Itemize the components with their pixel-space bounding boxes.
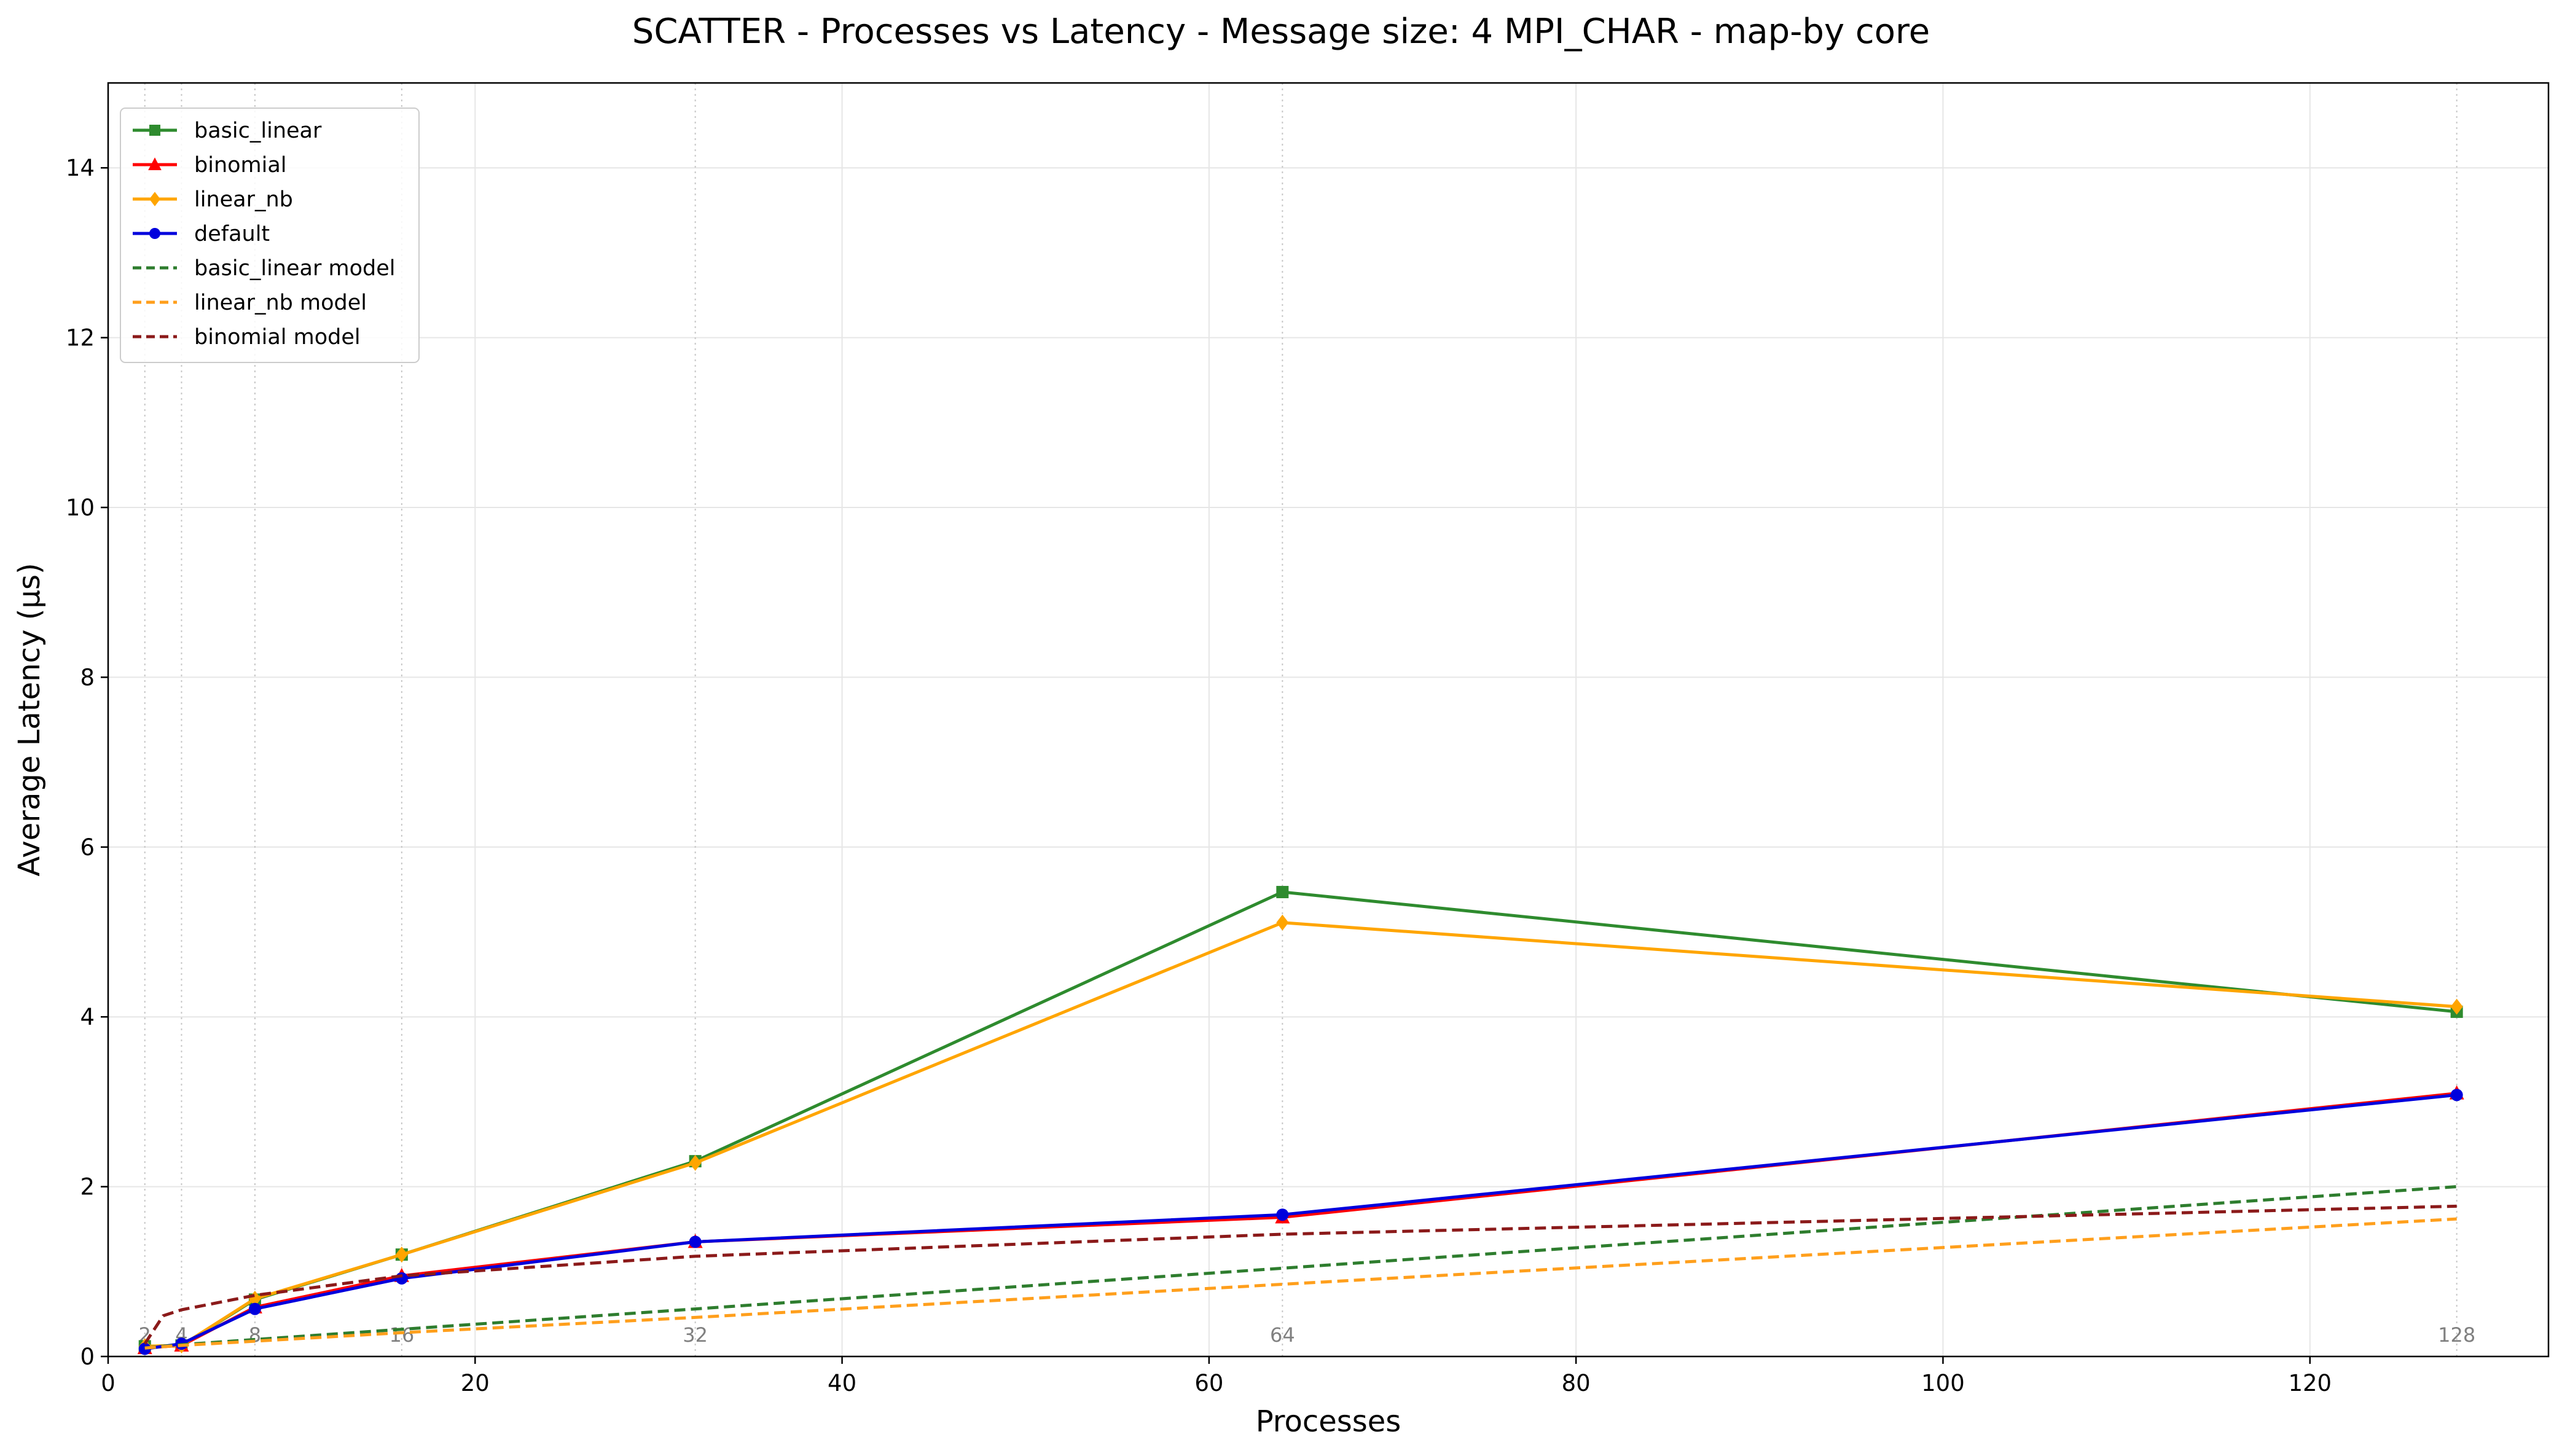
series-line-binomial-model (143, 1204, 2457, 1345)
y-tick-label: 10 (66, 495, 95, 521)
series-basic_linear (138, 886, 2463, 1353)
series-binomial (137, 1085, 2464, 1355)
process-count-label: 32 (683, 1323, 708, 1347)
series-line-default (144, 1093, 2457, 1351)
series-linear_nb-model (144, 1217, 2457, 1350)
series-line-linear_nb-model (144, 1217, 2457, 1350)
process-count-label: 8 (249, 1323, 261, 1347)
data-point-default (248, 1302, 261, 1315)
legend-item-basic_linear: basic_linear (133, 119, 322, 143)
data-point-default (395, 1272, 408, 1285)
series-binomial-model (143, 1204, 2457, 1345)
process-count-label: 64 (1270, 1323, 1295, 1347)
series-line-basic_linear (144, 890, 2457, 1348)
y-tick-label: 4 (80, 1004, 95, 1030)
series-layer (137, 886, 2464, 1355)
legend-label: linear_nb (194, 187, 293, 212)
data-point-basic_linear (1276, 886, 1289, 899)
x-tick-label: 0 (101, 1370, 116, 1396)
series-default (138, 1089, 2463, 1355)
legend-item-basic_linear-model: basic_linear model (133, 256, 395, 281)
legend-swatch-marker (149, 192, 160, 206)
x-tick-label: 100 (1921, 1370, 1965, 1396)
process-count-labels: 2 4 8 16 32 64 128 (139, 1323, 2476, 1347)
data-point-linear_nb (689, 1154, 702, 1171)
legend-swatch-marker (149, 125, 160, 136)
data-point-linear_nb (395, 1247, 408, 1263)
legend-swatch-marker (148, 157, 162, 170)
data-point-default (689, 1235, 702, 1248)
legend-item-default: default (133, 222, 270, 246)
chart-title: SCATTER - Processes vs Latency - Message… (632, 12, 1930, 52)
y-tick-label: 2 (80, 1174, 95, 1200)
x-tick-label: 40 (828, 1370, 856, 1396)
y-axis-label: Average Latency (µs) (12, 563, 47, 876)
data-point-default (138, 1342, 151, 1355)
y-axis-ticks: 0 2 4 6 8 10 12 14 (66, 155, 108, 1370)
x-axis-label: Processes (1256, 1404, 1401, 1439)
data-point-linear_nb (2450, 998, 2463, 1015)
legend-label: basic_linear model (194, 256, 395, 281)
process-count-label: 128 (2438, 1323, 2475, 1347)
y-tick-label: 8 (80, 664, 95, 691)
legend-label: linear_nb model (194, 291, 367, 315)
process-count-label: 16 (389, 1323, 414, 1347)
data-point-linear_nb (1276, 914, 1289, 931)
legend-item-binomial-model: binomial model (133, 325, 361, 350)
plot-area-frame (107, 82, 2550, 1358)
legend-item-linear_nb-model: linear_nb model (133, 291, 367, 315)
legend-label: binomial (194, 153, 287, 178)
y-tick-label: 14 (66, 155, 95, 181)
data-point-default (1276, 1208, 1289, 1221)
legend-label: binomial model (194, 325, 361, 350)
x-tick-label: 60 (1194, 1370, 1223, 1396)
series-linear_nb (138, 914, 2463, 1355)
legend-label: basic_linear (194, 119, 322, 143)
y-tick-label: 12 (66, 325, 95, 351)
legend-swatch-marker (149, 228, 160, 239)
legend-item-binomial: binomial (133, 153, 287, 178)
data-point-default (2450, 1089, 2463, 1102)
grid (108, 83, 2548, 1357)
x-axis-ticks: 0 20 40 60 80 100 120 (101, 1356, 2332, 1396)
y-tick-label: 0 (80, 1344, 95, 1370)
series-line-linear_nb (144, 921, 2457, 1348)
y-tick-label: 6 (80, 834, 95, 861)
legend-label: default (194, 222, 270, 246)
legend-box (120, 108, 420, 363)
x-tick-label: 120 (2288, 1370, 2332, 1396)
process-count-guides (144, 83, 2458, 1356)
x-tick-label: 20 (461, 1370, 490, 1396)
x-tick-label: 80 (1562, 1370, 1591, 1396)
legend-item-linear_nb: linear_nb (133, 187, 293, 212)
